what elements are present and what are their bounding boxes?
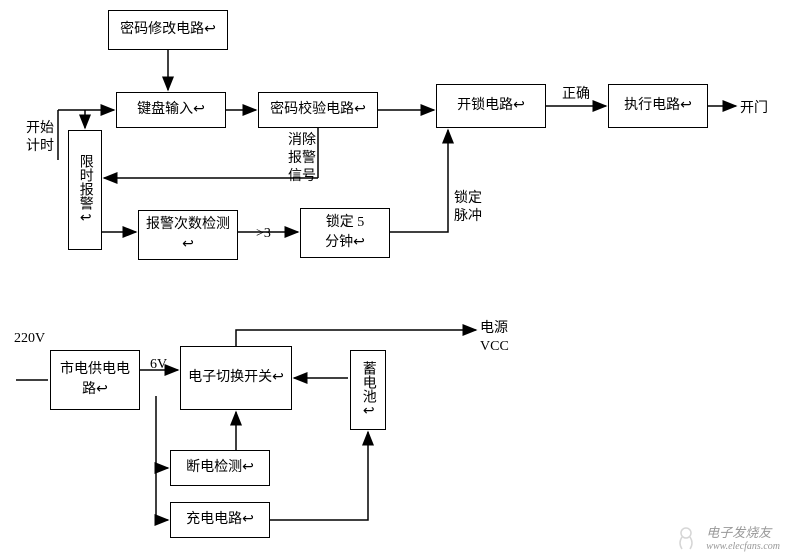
watermark-icon	[672, 523, 700, 551]
label-open: 开门	[740, 100, 768, 118]
text-switch: 电子切换开关↩	[188, 368, 284, 388]
text-battery: 蓄电池↩	[358, 361, 378, 419]
text-lock5min: 锁定 5 分钟↩	[325, 213, 365, 252]
watermark-text: 电子发烧友	[706, 522, 780, 541]
text-kbd-input: 键盘输入↩	[137, 100, 205, 120]
text-pwd-verify: 密码校验电路↩	[270, 100, 366, 120]
box-timeout-alarm: 限时报警↩	[68, 130, 102, 250]
box-outage: 断电检测↩	[170, 450, 270, 486]
label-lock-pulse: 锁定 脉冲	[454, 190, 482, 226]
label-start-timer: 开始 计时	[26, 120, 54, 156]
text-alarm-count: 报警次数检测↩	[143, 215, 233, 254]
box-mains: 市电供电电路↩	[50, 350, 140, 410]
text-charge: 充电电路↩	[186, 510, 254, 530]
text-mains: 市电供电电路↩	[55, 360, 135, 399]
text-timeout-alarm: 限时报警↩	[75, 154, 95, 226]
label-gt3: >3	[256, 225, 271, 243]
box-pwd-change: 密码修改电路↩	[108, 10, 228, 50]
watermark: 电子发烧友 www.elecfans.com	[672, 522, 780, 552]
box-kbd-input: 键盘输入↩	[116, 92, 226, 128]
text-pwd-change: 密码修改电路↩	[120, 20, 216, 40]
box-switch: 电子切换开关↩	[180, 346, 292, 410]
text-unlock: 开锁电路↩	[457, 96, 525, 116]
box-charge: 充电电路↩	[170, 502, 270, 538]
box-battery: 蓄电池↩	[350, 350, 386, 430]
watermark-url: www.elecfans.com	[706, 541, 780, 552]
label-6v: 6V	[150, 356, 167, 374]
box-alarm-count: 报警次数检测↩	[138, 210, 238, 260]
box-pwd-verify: 密码校验电路↩	[258, 92, 378, 128]
box-unlock: 开锁电路↩	[436, 84, 546, 128]
box-lock5min: 锁定 5 分钟↩	[300, 208, 390, 258]
text-outage: 断电检测↩	[186, 458, 254, 478]
text-execute: 执行电路↩	[624, 96, 692, 116]
box-execute: 执行电路↩	[608, 84, 708, 128]
label-220v: 220V	[14, 330, 45, 348]
label-correct: 正确	[562, 86, 590, 104]
label-vcc: 电源 VCC	[480, 320, 509, 356]
label-cancel-alarm: 消除 报警 信号	[288, 132, 316, 187]
